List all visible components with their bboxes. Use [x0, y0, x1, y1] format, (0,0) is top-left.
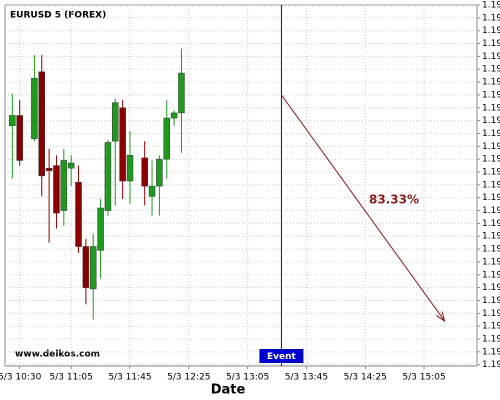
candle-body: [60, 160, 68, 211]
plot-frame: [4, 4, 478, 367]
x-tick-label: 5/3 11:05: [50, 373, 93, 383]
candle-body: [112, 102, 119, 142]
y-tick-label: 1.1941: [482, 78, 500, 88]
y-tick-label: 1.1928: [482, 245, 500, 255]
y-tick-label: 1.1937: [482, 129, 500, 139]
candle-body: [104, 142, 112, 211]
x-tick-label: 5/3 15:05: [402, 373, 445, 383]
y-tick-label: 1.1922: [482, 322, 500, 332]
arrow-head: [436, 311, 446, 323]
candle-body: [156, 158, 163, 187]
candle-body: [119, 107, 126, 182]
candle-body: [170, 112, 178, 119]
y-tick-label: 1.1929: [482, 232, 500, 242]
event-label-box: [259, 349, 304, 363]
chart-title: EURUSD 5 (FOREX): [10, 11, 106, 21]
candle-body: [75, 182, 82, 247]
candle-body: [53, 165, 60, 214]
y-tick-label: 1.1936: [482, 142, 500, 152]
y-tick-label: 1.1942: [482, 65, 500, 75]
candle-body: [141, 157, 148, 187]
y-tick-label: 1.1946: [482, 13, 500, 23]
y-tick-label: 1.1934: [482, 168, 500, 178]
candle-body: [178, 72, 185, 114]
y-tick-label: 1.1920: [482, 347, 500, 357]
y-tick-label: 1.1938: [482, 116, 500, 126]
x-axis-title: Date: [211, 383, 246, 398]
x-tick-label: 5/3 14:25: [344, 373, 387, 383]
y-tick-label: 1.1919: [482, 360, 500, 370]
y-tick-label: 1.1930: [482, 219, 500, 229]
y-tick-label: 1.1947: [482, 1, 500, 11]
candle-body: [163, 117, 170, 160]
y-tick-label: 1.1924: [482, 296, 500, 306]
candle-body: [38, 71, 46, 177]
y-tick-label: 1.1943: [482, 52, 500, 62]
y-tick-label: 1.1940: [482, 90, 500, 100]
y-tick-label: 1.1945: [482, 26, 500, 36]
candle-body: [67, 162, 75, 169]
y-tick-label: 1.1933: [482, 180, 500, 190]
x-tick-label: 5/3 13:05: [226, 373, 269, 383]
y-tick-label: 1.1939: [482, 103, 500, 113]
y-tick-label: 1.1921: [482, 335, 500, 345]
candle-body: [97, 207, 104, 251]
y-tick-label: 1.1923: [482, 309, 500, 319]
watermark: www.delkos.com: [15, 350, 100, 360]
projection-label: 83.33%: [369, 192, 419, 206]
candle-body: [9, 115, 16, 127]
candle-body: [89, 246, 97, 290]
candle-body: [45, 167, 53, 171]
x-tick-label: 5/3 11:45: [108, 373, 151, 383]
y-tick-label: 1.1944: [482, 39, 500, 49]
y-tick-label: 1.1931: [482, 206, 500, 216]
y-tick-label: 1.1932: [482, 193, 500, 203]
candle-body: [126, 155, 134, 182]
event-label: Event: [267, 352, 297, 362]
candle-body: [16, 115, 23, 161]
candle-body: [82, 246, 90, 288]
y-tick-label: 1.1927: [482, 257, 500, 267]
y-tick-label: 1.1935: [482, 155, 500, 165]
x-tick-label: 5/3 13:45: [285, 373, 328, 383]
projection-arrow: [281, 94, 446, 322]
y-tick-label: 1.1925: [482, 283, 500, 293]
candle-body: [31, 77, 38, 139]
y-tick-label: 1.1926: [482, 270, 500, 280]
x-tick-label: 5/3 10:30: [0, 373, 42, 383]
x-tick-label: 5/3 12:25: [167, 373, 210, 383]
candle-body: [148, 185, 156, 197]
